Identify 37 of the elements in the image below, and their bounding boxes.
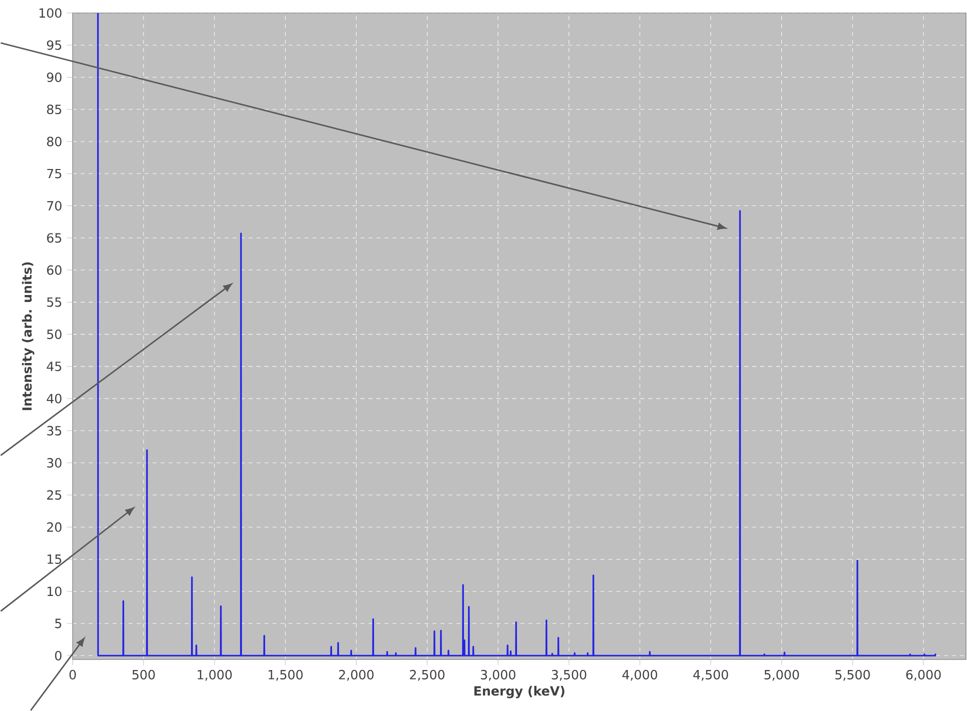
x-tick-label: 2,500 bbox=[410, 670, 444, 681]
x-tick-label: 2,000 bbox=[339, 670, 374, 681]
y-tick-label: 0 bbox=[55, 650, 62, 660]
y-tick-label: 10 bbox=[48, 586, 62, 596]
y-tick-label: 60 bbox=[47, 265, 62, 275]
x-tick-label: 3,000 bbox=[480, 670, 516, 681]
line-series bbox=[97, 12, 936, 656]
x-tick-label: 1,500 bbox=[268, 670, 303, 681]
y-tick-label: 65 bbox=[47, 233, 62, 243]
x-tick-label: 3,500 bbox=[552, 670, 586, 681]
y-tick-label: 80 bbox=[47, 136, 62, 146]
x-tick-label: 5,000 bbox=[764, 670, 799, 681]
y-tick-label: 45 bbox=[46, 362, 62, 372]
x-tick-label: 0 bbox=[69, 670, 76, 680]
y-tick-label: 30 bbox=[47, 458, 62, 468]
x-tick-label: 5,500 bbox=[835, 670, 870, 681]
y-tick-label: 75 bbox=[47, 168, 62, 178]
y-tick-label: 95 bbox=[46, 40, 62, 50]
y-tick-label: 90 bbox=[46, 72, 62, 82]
y-tick-label: 40 bbox=[46, 394, 62, 404]
x-tick-label: 1,000 bbox=[198, 670, 232, 681]
y-axis-title: Intensity (arb. units) bbox=[22, 262, 34, 410]
y-tick-label: 20 bbox=[47, 522, 62, 532]
x-tick-label: 500 bbox=[132, 670, 155, 680]
y-tick-label: 55 bbox=[47, 297, 62, 307]
y-tick-label: 50 bbox=[47, 329, 62, 340]
y-tick-label: 25 bbox=[47, 490, 62, 500]
x-tick-label: 4,000 bbox=[622, 670, 658, 681]
x-tick-label: 6,000 bbox=[906, 670, 941, 681]
x-axis-title: Energy (keV) bbox=[474, 686, 564, 698]
x-tick-label: 4,500 bbox=[693, 670, 728, 681]
y-tick-label: 35 bbox=[47, 426, 62, 436]
y-tick-label: 5 bbox=[55, 618, 62, 628]
y-tick-label: 70 bbox=[47, 200, 62, 210]
y-tick-label: 100 bbox=[40, 8, 62, 18]
y-tick-label: 85 bbox=[47, 104, 62, 114]
y-tick-label: 15 bbox=[48, 554, 62, 564]
